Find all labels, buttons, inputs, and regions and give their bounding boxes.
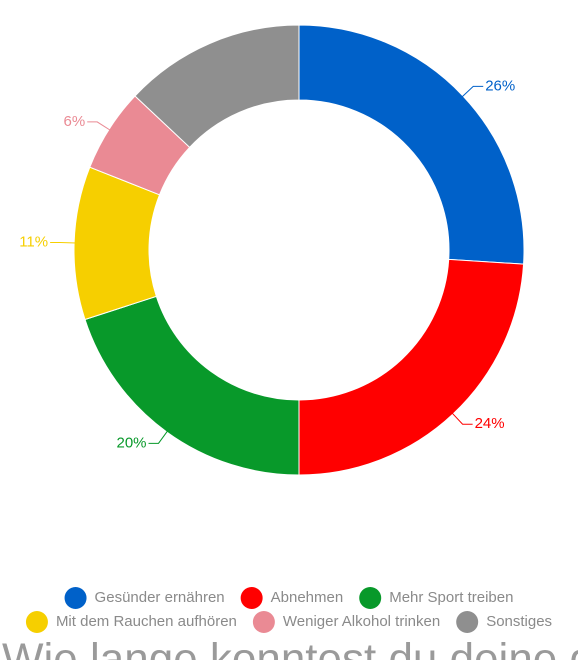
legend-label: Gesünder ernähren	[95, 589, 225, 606]
legend-swatch	[25, 611, 48, 633]
data-label: 11%	[19, 233, 48, 250]
donut-slice	[134, 24, 300, 149]
legend-swatch	[240, 587, 263, 609]
data-label: 20%	[116, 434, 146, 451]
legend-label: Mehr Sport treiben	[389, 589, 513, 606]
legend-label: Sonstiges	[486, 613, 552, 630]
donut-slice	[298, 24, 525, 265]
legend-swatch	[64, 587, 87, 609]
leader-line	[451, 412, 473, 425]
legend-row: Gesünder ernähren Abnehmen Mehr Sport trei…	[64, 587, 513, 609]
legend-swatch	[252, 611, 275, 633]
data-label: 26%	[485, 77, 515, 94]
legend-swatch	[359, 587, 382, 609]
data-label: 24%	[475, 415, 505, 432]
legend-swatch	[456, 611, 479, 633]
legend-label: Mit dem Rauchen aufhören	[56, 613, 237, 630]
leader-line	[50, 241, 77, 244]
legend-label: Weniger Alkohol trinken	[283, 613, 440, 630]
leader-line	[87, 121, 111, 131]
leader-line	[461, 85, 484, 98]
data-label: 6%	[64, 113, 86, 130]
chart-title: Wie lange konntest du deine gute	[2, 635, 578, 660]
legend-label: Abnehmen	[271, 589, 344, 606]
legend-row: Mit dem Rauchen aufhören Weniger Alkohol …	[25, 611, 552, 633]
donut-slice	[298, 258, 525, 476]
leader-line	[148, 430, 169, 444]
